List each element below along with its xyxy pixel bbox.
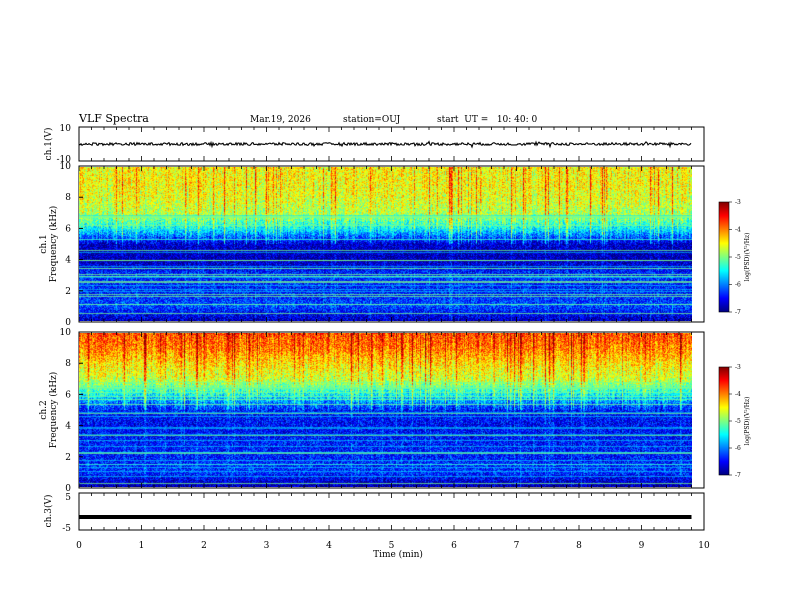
x-tick-label-0: 0 xyxy=(76,541,82,551)
ch2_spec-ytick-2: 4 xyxy=(65,422,71,432)
ch1_spec-ytick-0: 0 xyxy=(65,318,71,328)
x-axis-label: Time (min) xyxy=(373,549,423,560)
colorbar-1-ticks: -3 -4 -5 -6 -7 xyxy=(729,199,741,316)
ch3-waveform-frame xyxy=(78,492,705,531)
colorbar-1-tick-2: -5 xyxy=(735,254,741,261)
colorbar-2-label: log(PSD)(V²/Hz) xyxy=(744,397,751,446)
x-tick-label-3: 3 xyxy=(264,541,270,551)
x-tick-label-2: 2 xyxy=(201,541,207,551)
ch3-waveform-panel: 5 -5 ch.3(V) xyxy=(43,492,705,534)
x-tick-label-7: 7 xyxy=(514,541,520,551)
spec1-raster xyxy=(79,167,692,321)
ch3-wave-ylabel: ch.3(V) xyxy=(43,495,54,528)
ch2-spec-channel-label: ch.2 xyxy=(39,400,49,419)
colorbar-1-tick-3: -6 xyxy=(735,282,741,289)
colorbar-1-tick-1: -4 xyxy=(735,227,741,234)
x-tick-label-8: 8 xyxy=(576,541,582,551)
colorbar-2-tick-0: -3 xyxy=(735,364,741,371)
ch1-spectrogram-panel: ch.1 Frequency (kHz) 0 2 4 6 8 10 xyxy=(39,162,705,328)
ch3-ytick-top: 5 xyxy=(65,493,71,503)
ch1-waveform-panel: 10 -10 ch.1(V) xyxy=(43,124,705,165)
ch1-spec-channel-label: ch.1 xyxy=(39,234,49,253)
time-tick-marks xyxy=(78,127,705,530)
ch1_spec-ytick-2: 4 xyxy=(65,256,71,266)
ch1_spec-ytick-3: 6 xyxy=(65,224,71,234)
date-label: Mar.19, 2026 xyxy=(250,115,311,125)
colorbar-2-tick-1: -4 xyxy=(735,391,741,398)
x-tick-label-4: 4 xyxy=(326,541,332,551)
ch2_spec-ytick-4: 8 xyxy=(65,359,71,369)
ch2-spec-yticks: 0 2 4 6 8 10 xyxy=(60,328,83,494)
colorbar-1-tick-4: -7 xyxy=(735,309,741,316)
x-tick-label-6: 6 xyxy=(451,541,457,551)
ch1-ytick-top: 10 xyxy=(60,124,72,134)
ch1-spec-ylabel: Frequency (kHz) xyxy=(48,206,59,283)
ch1-waveform-line xyxy=(78,140,692,149)
colorbar-2-gradient xyxy=(718,366,730,476)
x-tick-label-9: 9 xyxy=(639,541,645,551)
ch1-wave-ylabel: ch.1(V) xyxy=(43,128,54,161)
colorbar-2-ticks: -3 -4 -5 -6 -7 xyxy=(729,364,741,479)
ch2_spec-ytick-3: 6 xyxy=(65,390,71,400)
colorbar-2: -3 -4 -5 -6 -7 log(PSD)(V²/Hz) xyxy=(718,364,751,479)
colorbar-1-label: log(PSD)(V²/Hz) xyxy=(744,233,751,282)
ch1-spectrogram-image xyxy=(79,167,692,321)
station-label: station=OUJ xyxy=(343,115,401,125)
colorbar-1: -3 -4 -5 -6 -7 log(PSD)(V²/Hz) xyxy=(718,199,751,316)
x-axis-tick-labels: 0 1 2 3 4 5 6 7 8 9 10 xyxy=(76,541,710,551)
x-tick-label-10: 10 xyxy=(698,541,710,551)
x-tick-label-1: 1 xyxy=(139,541,145,551)
colorbar-1-gradient xyxy=(718,201,730,313)
start-time-label: start UT = 10: 40: 0 xyxy=(437,115,538,125)
ch2_spec-ytick-0: 0 xyxy=(65,484,71,494)
ch2_spec-ytick-5: 10 xyxy=(60,328,72,338)
colorbar-2-tick-4: -7 xyxy=(735,472,741,479)
ch2-spec-ylabel: Frequency (kHz) xyxy=(48,372,59,449)
colorbar-2-tick-2: -5 xyxy=(735,418,741,425)
ch1-ytick-bottom: -10 xyxy=(57,155,72,165)
colorbar-2-tick-3: -6 xyxy=(735,445,741,452)
ch1-waveform-series xyxy=(78,140,692,149)
ch2_spec-ytick-1: 2 xyxy=(65,453,71,463)
ch3-ytick-bottom: -5 xyxy=(62,524,71,534)
ch1_spec-ytick-1: 2 xyxy=(65,287,71,297)
figure-title: VLF Spectra xyxy=(78,112,149,125)
x-tick-label-5: 5 xyxy=(389,541,395,551)
ch2-spectrogram-image xyxy=(79,333,692,487)
spec2-raster xyxy=(79,333,692,487)
ch1-spec-yticks: 0 2 4 6 8 10 xyxy=(60,162,83,328)
ch1_spec-ytick-4: 8 xyxy=(65,193,71,203)
ch1_spec-ytick-5: 10 xyxy=(60,162,72,172)
ch2-spectrogram-panel: ch.2 Frequency (kHz) 0 2 4 6 8 10 xyxy=(39,328,705,494)
colorbar-1-tick-0: -3 xyxy=(735,199,741,206)
